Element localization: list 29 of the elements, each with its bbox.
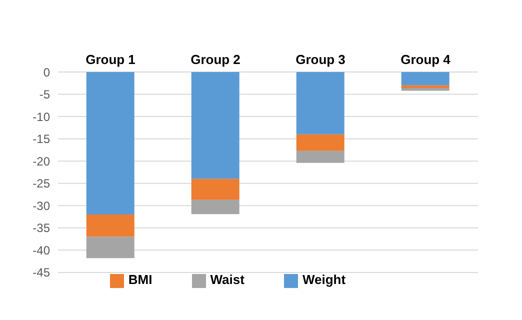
x-tick-label: Group 4 [400,52,452,67]
bar [191,72,240,179]
x-tick-label: Group 2 [190,52,240,67]
y-tick-label: -45 [32,266,50,280]
y-tick-label: -30 [32,198,50,213]
y-tick-label: -5 [39,88,50,102]
y-tick-label: -35 [32,221,50,236]
bar [401,85,450,88]
bar [86,214,134,237]
bar [86,72,134,215]
bar [86,236,134,258]
y-tick-label: 0 [43,65,50,80]
y-tick-label: -10 [32,110,50,124]
bar [401,72,450,86]
y-tick-label: -40 [32,243,50,258]
bar [296,134,344,151]
x-tick-label: Group 3 [296,52,346,67]
legend-label: BMI [128,272,152,288]
bar [191,178,240,200]
y-tick-label: -15 [32,132,50,146]
bar [191,200,240,214]
y-tick-label: -25 [32,176,50,191]
bar [296,150,344,163]
legend-label: Waist [210,272,244,288]
bar [401,88,450,91]
y-tick-label: -20 [32,154,50,168]
bar [296,72,344,134]
x-tick-label: Group 1 [86,52,136,67]
legend-label: Weight [302,272,346,288]
